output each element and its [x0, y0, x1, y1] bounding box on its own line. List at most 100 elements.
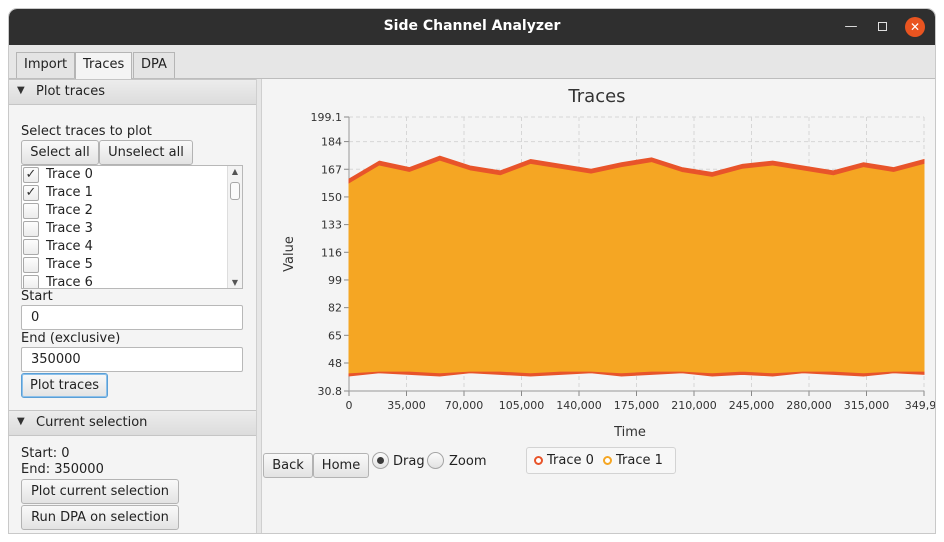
tab-traces[interactable]: Traces: [75, 52, 133, 80]
trace-list[interactable]: ✓ Trace 0 ✓ Trace 1 Trace 2 Trace 3 Trac…: [21, 165, 243, 289]
x-tick-label: 140,000: [556, 399, 602, 412]
list-item[interactable]: Trace 2: [22, 202, 228, 220]
close-icon[interactable]: ✕: [905, 17, 925, 37]
legend-label: Trace 0: [547, 453, 594, 468]
legend-label: Trace 1: [616, 453, 663, 468]
checkbox-icon[interactable]: [23, 275, 39, 288]
trace-label: Trace 4: [46, 239, 93, 254]
select-all-button[interactable]: Select all: [21, 140, 99, 165]
back-button[interactable]: Back: [263, 453, 313, 478]
end-field[interactable]: 350000: [21, 347, 243, 372]
split-divider[interactable]: [256, 79, 262, 533]
x-tick-label: 245,000: [729, 399, 775, 412]
plot-traces-button[interactable]: Plot traces: [21, 373, 108, 398]
checkbox-icon[interactable]: [23, 203, 39, 219]
chart-panel: Traces 199.1 184 167 150 133 116 99 82 65 48 30.8 …: [262, 79, 935, 533]
trace-label: Trace 6: [46, 275, 93, 289]
end-label: End (exclusive): [21, 331, 121, 346]
drag-label: Drag: [393, 454, 425, 469]
collapse-arrow-icon: ▼: [17, 416, 25, 427]
x-tick-label: 0: [346, 399, 353, 412]
trace-label: Trace 3: [46, 221, 93, 236]
x-tick-label: 280,000: [786, 399, 832, 412]
y-tick-label: 30.8: [318, 385, 343, 398]
checkbox-checked-icon[interactable]: ✓: [23, 185, 39, 201]
window-title: Side Channel Analyzer: [383, 18, 561, 34]
y-axis-label: Value: [282, 236, 297, 272]
plot-traces-title: Plot traces: [36, 84, 105, 99]
plot-traces-header[interactable]: ▼ Plot traces: [9, 79, 256, 105]
checkbox-icon[interactable]: [23, 221, 39, 237]
legend-marker-icon: [603, 456, 613, 465]
plot-current-selection-button[interactable]: Plot current selection: [21, 479, 179, 504]
x-tick-label: 35,000: [387, 399, 426, 412]
scroll-down-icon[interactable]: ▼: [231, 278, 239, 287]
run-dpa-button[interactable]: Run DPA on selection: [21, 505, 179, 530]
scroll-up-icon[interactable]: ▲: [231, 167, 239, 176]
trace-label: Trace 5: [46, 257, 93, 272]
x-tick-label: 175,000: [614, 399, 660, 412]
y-tick-label: 65: [328, 329, 342, 342]
tab-bar: Import Traces DPA: [9, 45, 935, 80]
y-tick-label: 133: [321, 219, 342, 232]
list-item[interactable]: Trace 6: [22, 274, 228, 289]
x-axis: 0 35,000 70,000 105,000 140,000 175,000 210,00…: [346, 390, 935, 412]
list-item[interactable]: Trace 5: [22, 256, 228, 274]
list-item[interactable]: Trace 4: [22, 238, 228, 256]
y-tick-label: 116: [321, 246, 342, 259]
chart-series: [348, 155, 925, 377]
x-tick-label: 210,000: [671, 399, 717, 412]
collapse-arrow-icon: ▼: [17, 85, 25, 96]
zoom-radio[interactable]: [427, 452, 444, 469]
tab-import[interactable]: Import: [16, 52, 76, 78]
selection-start-text: Start: 0: [21, 446, 70, 461]
selection-end-text: End: 350000: [21, 462, 104, 477]
unselect-all-button[interactable]: Unselect all: [99, 140, 193, 165]
current-selection-title: Current selection: [36, 415, 148, 430]
y-tick-label: 48: [328, 357, 342, 370]
minimize-icon[interactable]: —: [844, 19, 858, 34]
legend-marker-icon: [534, 456, 543, 465]
y-tick-label: 167: [321, 163, 342, 176]
list-item[interactable]: Trace 3: [22, 220, 228, 238]
traces-chart[interactable]: Traces 199.11841671501331169982654830.8 …: [262, 79, 935, 449]
y-tick-label: 184: [321, 136, 342, 149]
chart-title: Traces: [567, 86, 625, 107]
legend-item: Trace 0: [534, 453, 594, 468]
maximize-icon[interactable]: [872, 17, 892, 37]
list-scrollbar[interactable]: ▲ ▼: [227, 166, 242, 288]
trace-label: Trace 1: [46, 185, 93, 200]
home-button[interactable]: Home: [313, 453, 369, 478]
x-tick-label: 70,000: [445, 399, 484, 412]
start-label: Start: [21, 289, 53, 304]
trace-label: Trace 2: [46, 203, 93, 218]
x-tick-label: 349,99: [905, 399, 935, 412]
y-tick-label: 99: [328, 274, 342, 287]
checkbox-checked-icon[interactable]: ✓: [23, 167, 39, 183]
list-item[interactable]: ✓ Trace 1: [22, 184, 228, 202]
checkbox-icon[interactable]: [23, 239, 39, 255]
chart-legend: Trace 0 Trace 1: [526, 447, 676, 474]
left-panel: ▼ Plot traces Select traces to plot Sele…: [9, 79, 256, 533]
legend-item: Trace 1: [603, 453, 663, 468]
tab-dpa[interactable]: DPA: [133, 52, 175, 78]
drag-radio[interactable]: [372, 452, 389, 469]
start-field[interactable]: 0: [21, 305, 243, 330]
y-tick-label: 82: [328, 302, 342, 315]
x-tick-label: 105,000: [499, 399, 545, 412]
x-tick-label: 315,000: [844, 399, 890, 412]
series-line: [348, 160, 925, 374]
zoom-label: Zoom: [449, 454, 487, 469]
list-item[interactable]: ✓ Trace 0: [22, 166, 228, 184]
trace-label: Trace 0: [46, 167, 93, 182]
checkbox-icon[interactable]: [23, 257, 39, 273]
scrollbar-thumb[interactable]: [230, 182, 240, 200]
select-traces-label: Select traces to plot: [21, 124, 152, 139]
title-bar[interactable]: Side Channel Analyzer — ✕: [9, 9, 935, 45]
app-window: Side Channel Analyzer — ✕ Import Traces …: [9, 9, 935, 533]
x-axis-label: Time: [613, 425, 646, 440]
y-axis: 199.1 184 167 150 133 116 99 82 65 48 30.8: [311, 111, 350, 398]
y-tick-label: 199.1: [311, 111, 343, 124]
y-tick-label: 150: [321, 191, 342, 204]
current-selection-header[interactable]: ▼ Current selection: [9, 410, 256, 436]
